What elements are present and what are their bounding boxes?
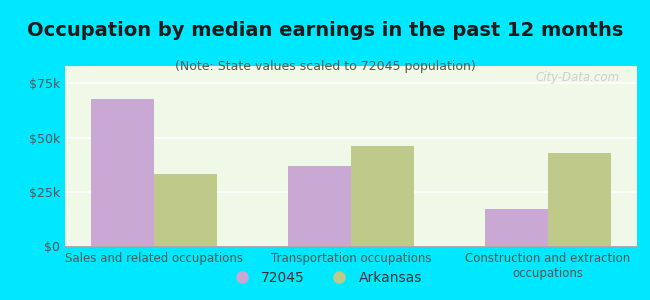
Text: Occupation by median earnings in the past 12 months: Occupation by median earnings in the pas… xyxy=(27,21,623,40)
Bar xyxy=(288,166,351,246)
Bar xyxy=(548,153,611,246)
Legend: 72045, Arkansas: 72045, Arkansas xyxy=(222,265,428,290)
Bar xyxy=(154,174,217,246)
Bar xyxy=(351,146,414,246)
Text: City-Data.com: City-Data.com xyxy=(536,71,620,84)
Bar xyxy=(485,209,548,246)
Bar xyxy=(91,98,154,246)
Text: (Note: State values scaled to 72045 population): (Note: State values scaled to 72045 popu… xyxy=(175,60,475,73)
